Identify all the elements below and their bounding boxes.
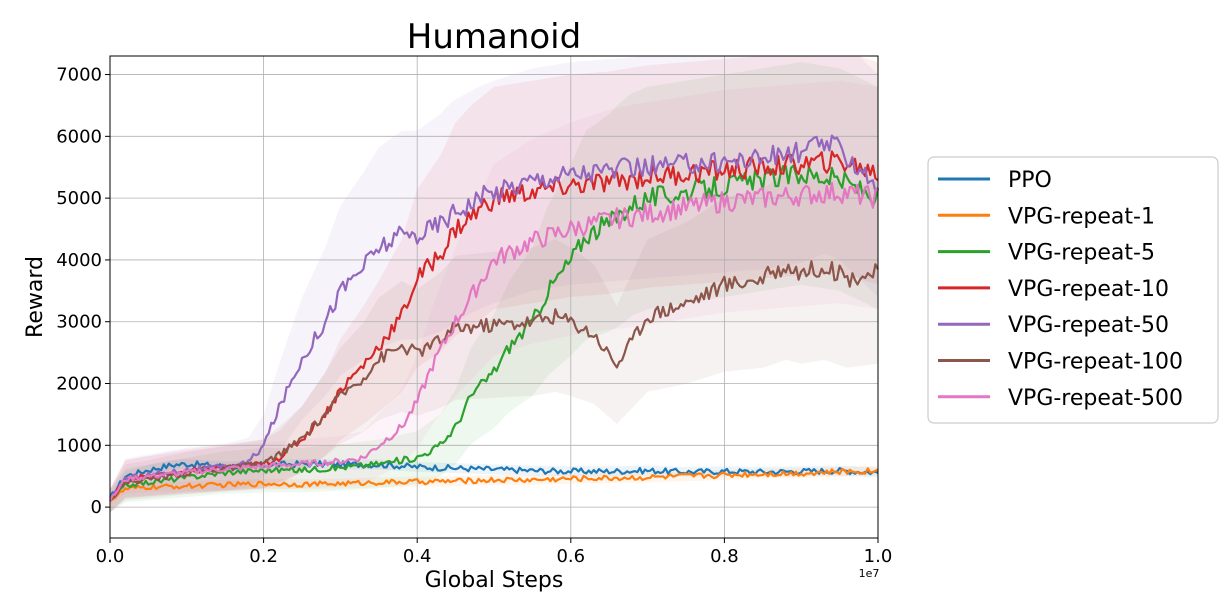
legend: PPO VPG-repeat-1 VPG-repeat-5 VPG-repeat-10… <box>927 156 1219 424</box>
y-tick-label: 5000 <box>56 188 102 209</box>
legend-label: VPG-repeat-50 <box>1008 313 1169 338</box>
y-tick-label: 1000 <box>56 435 102 456</box>
x-tick-label: 0.8 <box>710 546 739 567</box>
axis-ticks: 0.0 0.2 0.4 0.6 0.8 1.0 0 1000 2000 3000 4000 5000 6… <box>56 65 892 567</box>
legend-box <box>927 156 1219 424</box>
x-tick-label: 0.6 <box>556 546 585 567</box>
legend-label: VPG-repeat-1 <box>1008 204 1155 229</box>
y-tick-label: 7000 <box>56 65 102 86</box>
x-axis-label: Global Steps <box>425 568 564 593</box>
series-line-VPG-repeat-500 <box>109 181 879 502</box>
series-band-VPG-repeat-10 <box>110 56 878 513</box>
confidence-bands <box>110 56 878 513</box>
legend-label: PPO <box>1008 168 1052 193</box>
y-tick-label: 2000 <box>56 374 102 395</box>
y-tick-label: 6000 <box>56 126 102 147</box>
series-line-VPG-repeat-5 <box>109 164 880 502</box>
series-band-VPG-repeat-1 <box>110 465 878 506</box>
legend-label: VPG-repeat-500 <box>1008 386 1183 411</box>
series-band-PPO <box>110 458 878 503</box>
x-tick-label: 0.4 <box>403 546 432 567</box>
series-line-VPG-repeat-1 <box>109 467 879 502</box>
series-lines <box>108 134 880 502</box>
series-band-VPG-repeat-5 <box>110 62 878 513</box>
series-band-VPG-repeat-50 <box>110 56 878 513</box>
series-band-VPG-repeat-500 <box>110 80 878 513</box>
x-scale-label: 1e7 <box>859 567 880 580</box>
x-tick-label: 0.0 <box>96 546 125 567</box>
x-tick-label: 0.2 <box>249 546 278 567</box>
chart-title: Humanoid <box>407 17 581 57</box>
plot-frame <box>109 55 879 539</box>
legend-label: VPG-repeat-10 <box>1008 277 1169 302</box>
y-tick-label: 4000 <box>56 250 102 271</box>
x-tick-label: 1.0 <box>864 546 893 567</box>
y-axis-label: Reward <box>23 256 48 338</box>
y-tick-label: 3000 <box>56 312 102 333</box>
y-tick-label: 0 <box>91 497 102 518</box>
series-line-VPG-repeat-100 <box>109 260 879 502</box>
series-band-VPG-repeat-100 <box>110 172 878 513</box>
legend-label: VPG-repeat-5 <box>1008 241 1155 266</box>
legend-label: VPG-repeat-100 <box>1008 350 1183 375</box>
